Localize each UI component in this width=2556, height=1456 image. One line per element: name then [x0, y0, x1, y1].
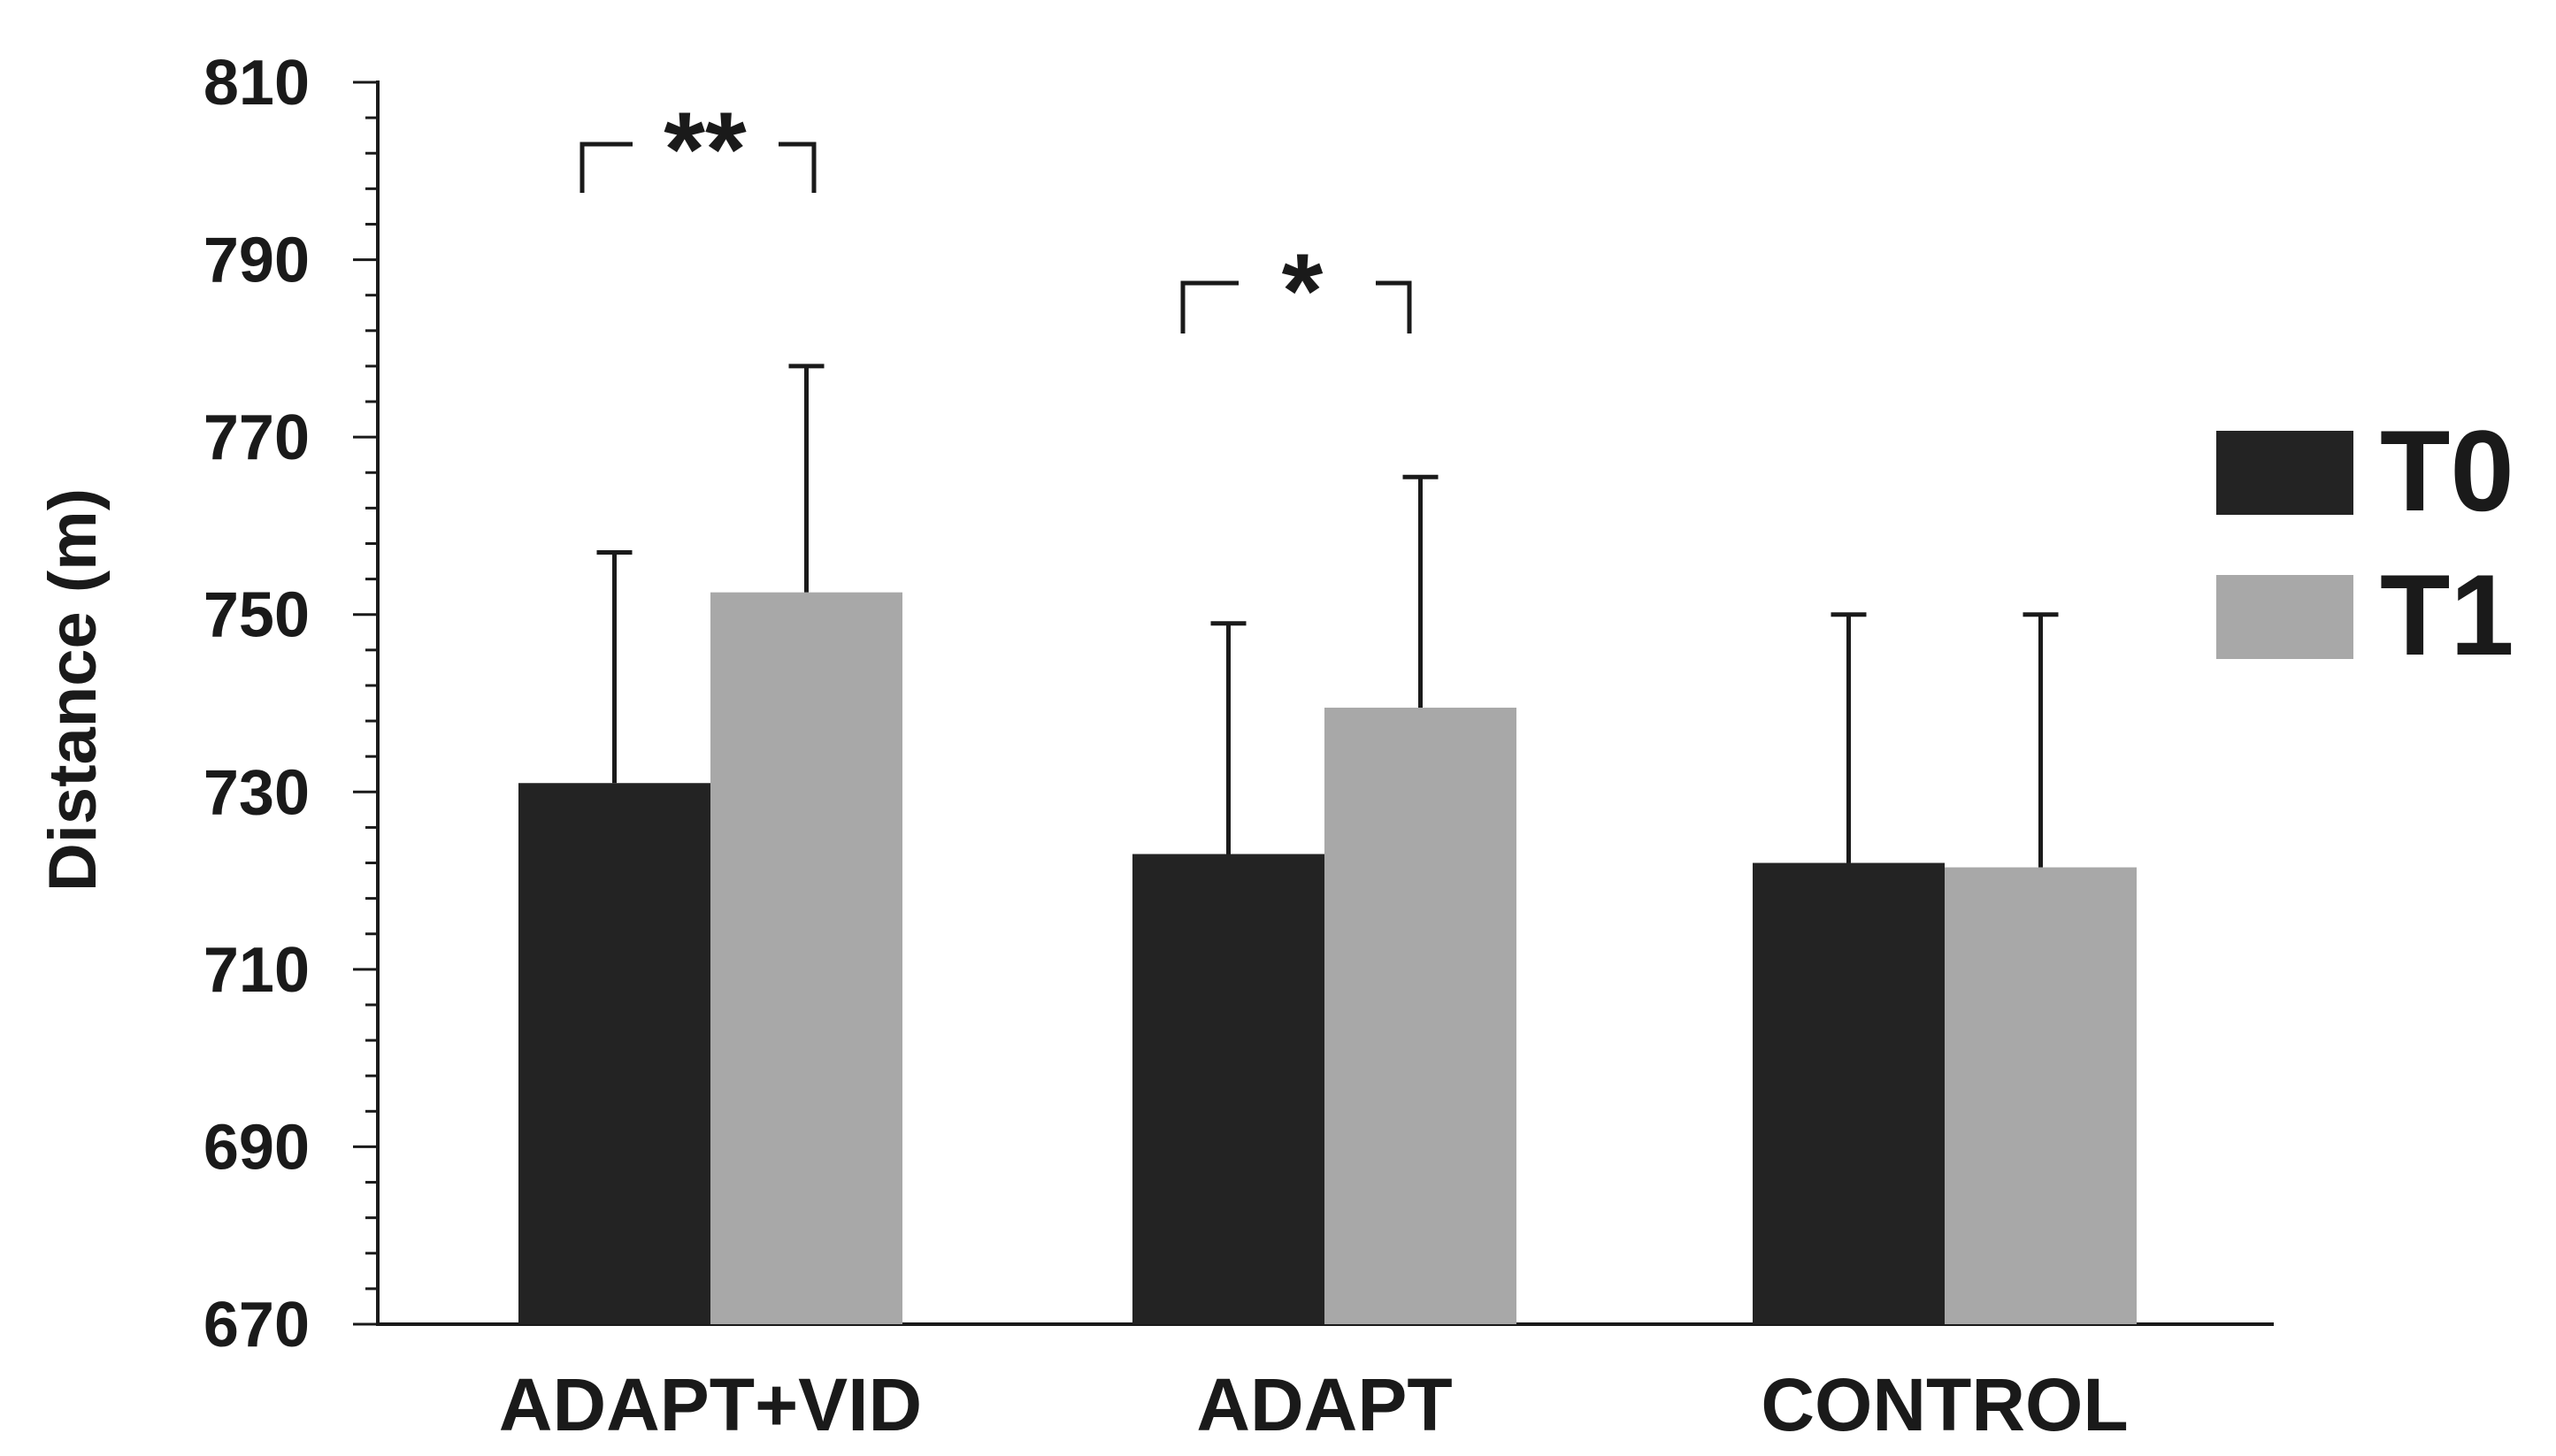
y-tick-label: 750 — [203, 580, 310, 651]
significance-label: * — [1282, 232, 1324, 350]
legend-swatch-t0 — [2216, 431, 2353, 515]
bar-t0-0 — [518, 783, 710, 1324]
x-tick-label: CONTROL — [1761, 1363, 2128, 1446]
y-tick-label: 810 — [203, 48, 310, 119]
bar-t1-0 — [710, 592, 902, 1324]
significance-annotations: *** — [580, 90, 1412, 350]
error-bars — [596, 364, 2059, 868]
significance-label: ** — [664, 90, 747, 209]
y-axis-title: Distance (m) — [35, 488, 111, 892]
y-tick-label: 690 — [203, 1112, 310, 1183]
bar-t0-2 — [1753, 862, 1945, 1324]
significance-bracket-left — [580, 142, 633, 193]
legend-label-t1: T1 — [2380, 550, 2514, 679]
y-tick-label: 710 — [203, 935, 310, 1006]
significance-bracket-right — [1376, 280, 1412, 333]
y-tick-label: 790 — [203, 226, 310, 296]
significance-bracket-right — [779, 142, 817, 193]
x-tick-labels: ADAPT+VID ADAPT CONTROL — [499, 1363, 2129, 1446]
y-tick-label: 730 — [203, 757, 310, 828]
y-ticks: 670 690 710 730 750 770 790 810 — [203, 48, 378, 1360]
bars — [518, 592, 2137, 1324]
bar-t1-2 — [1945, 867, 2137, 1324]
bar-t1-1 — [1324, 708, 1516, 1324]
y-tick-label: 670 — [203, 1290, 310, 1360]
x-tick-label: ADAPT+VID — [499, 1363, 922, 1446]
bar-t0-1 — [1132, 854, 1324, 1324]
legend-swatch-t1 — [2216, 575, 2353, 659]
x-tick-label: ADAPT — [1196, 1363, 1452, 1446]
y-tick-label: 770 — [203, 402, 310, 473]
significance-bracket-left — [1180, 280, 1239, 333]
legend-label-t0: T0 — [2380, 406, 2514, 535]
